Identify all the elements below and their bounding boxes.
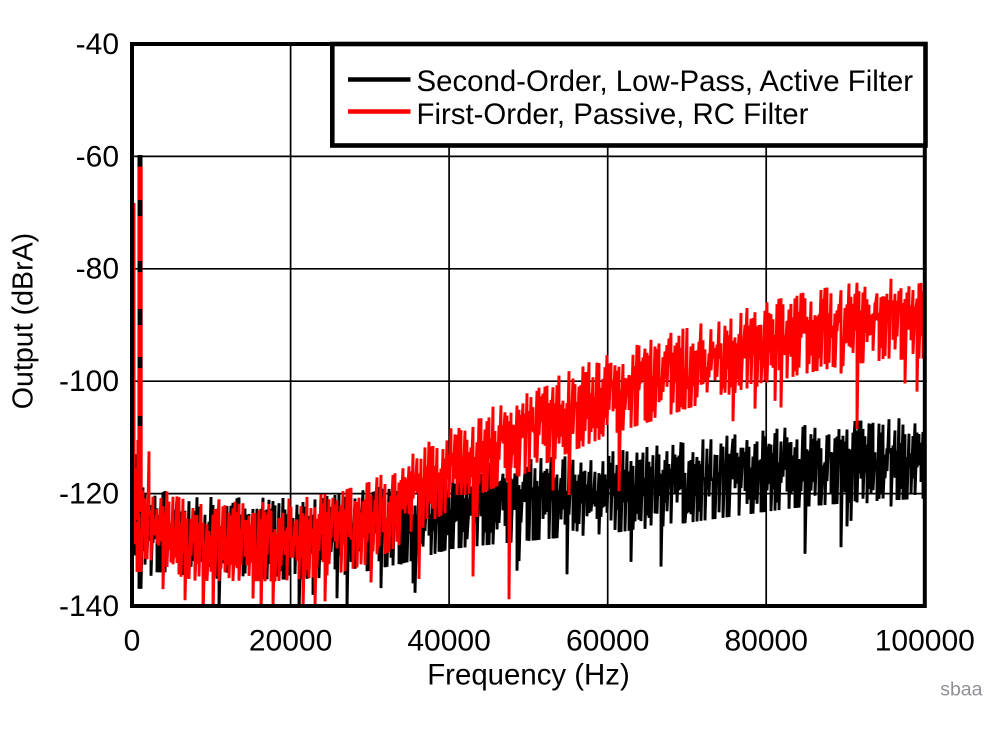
svg-text:100000: 100000 [875,624,975,657]
svg-text:-60: -60 [76,140,119,173]
svg-text:First-Order, Passive, RC Filte: First-Order, Passive, RC Filter [417,98,809,131]
svg-text:Output (dBrA): Output (dBrA) [8,233,40,409]
svg-text:20000: 20000 [249,624,332,657]
svg-text:0: 0 [124,624,141,657]
svg-text:-140: -140 [59,590,119,623]
svg-text:sbaa: sbaa [940,679,982,701]
svg-text:40000: 40000 [407,624,490,657]
svg-text:-100: -100 [59,365,119,398]
svg-text:-40: -40 [76,28,119,61]
svg-text:-80: -80 [76,253,119,286]
svg-text:80000: 80000 [724,624,807,657]
svg-text:Second-Order, Low-Pass, Active: Second-Order, Low-Pass, Active Filter [417,65,914,98]
svg-text:-120: -120 [59,478,119,511]
svg-text:60000: 60000 [566,624,649,657]
svg-text:Frequency (Hz): Frequency (Hz) [427,658,630,691]
